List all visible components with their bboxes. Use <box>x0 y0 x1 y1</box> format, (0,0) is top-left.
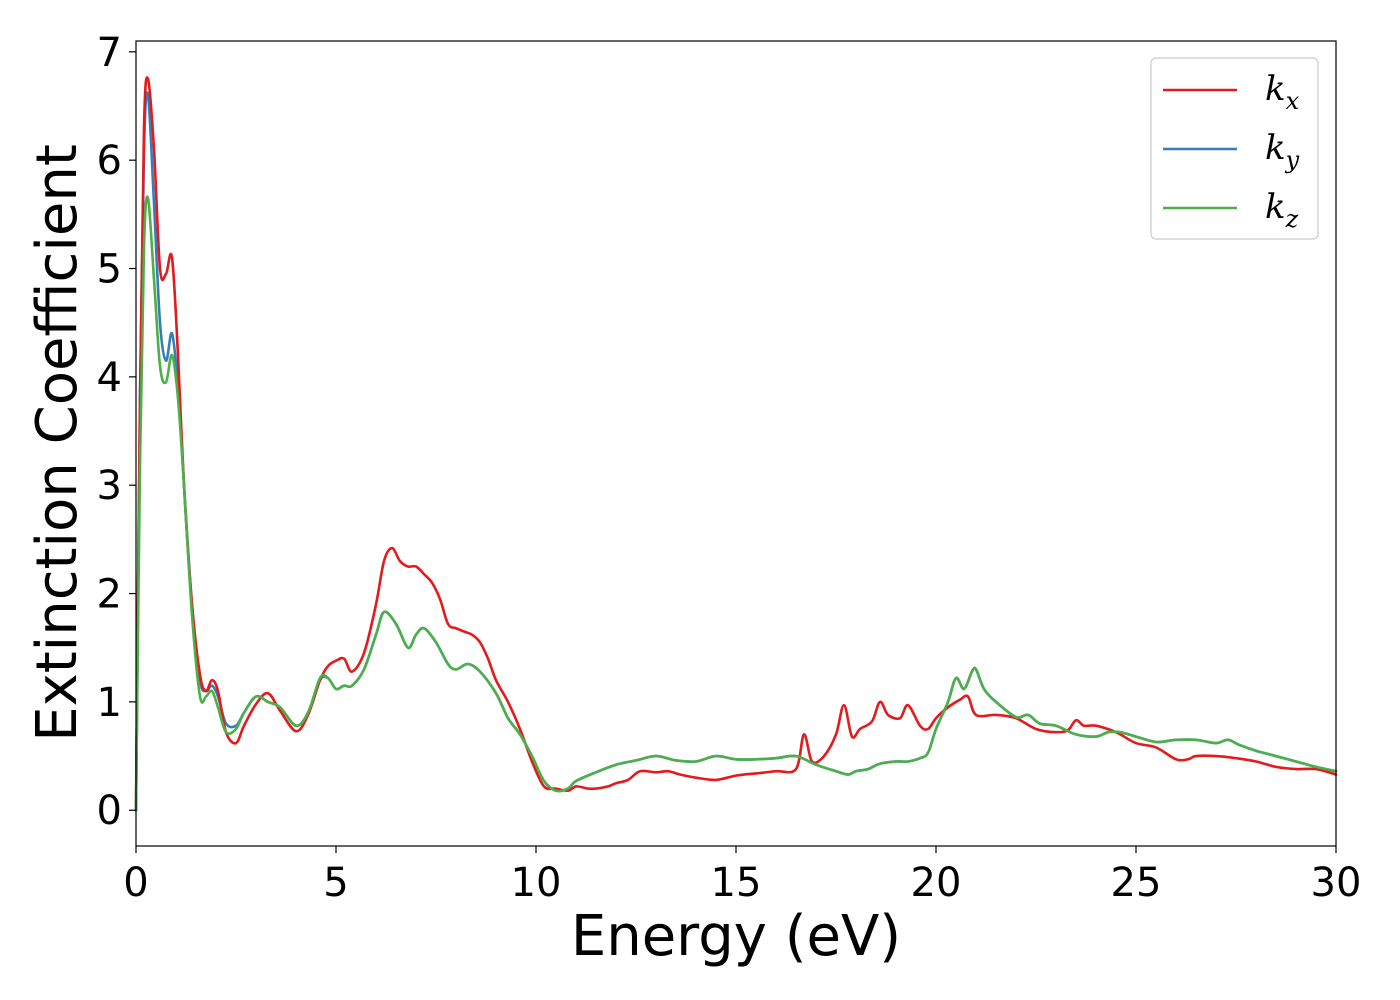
x-axis-ticks: 0 5 10 15 20 25 30 <box>123 846 1361 906</box>
y-tick-label: 6 <box>97 138 122 184</box>
x-tick-label: 20 <box>911 860 962 906</box>
y-axis-label: Extinction Coefficient <box>25 144 90 742</box>
y-tick-label: 2 <box>97 572 122 618</box>
legend-label-y: ky <box>1265 128 1300 174</box>
legend-label-x: kx <box>1265 69 1300 115</box>
x-tick-label: 30 <box>1311 860 1362 906</box>
y-tick-label: 3 <box>97 463 122 509</box>
series-line-x <box>134 76 1338 812</box>
legend: kx ky kz <box>1150 57 1319 240</box>
x-axis-label: Energy (eV) <box>571 904 901 969</box>
series-lines <box>134 76 1338 812</box>
legend-label-z: kz <box>1265 187 1299 233</box>
x-tick-label: 5 <box>323 860 348 906</box>
x-tick-label: 0 <box>123 860 148 906</box>
x-tick-label: 10 <box>511 860 562 906</box>
series-line-z <box>134 195 1338 812</box>
y-tick-label: 0 <box>97 788 122 834</box>
y-tick-label: 4 <box>97 355 122 401</box>
y-tick-label: 7 <box>97 30 122 76</box>
x-tick-label: 15 <box>711 860 762 906</box>
y-axis-ticks: 0 1 2 3 4 5 6 7 <box>97 30 136 834</box>
y-tick-label: 5 <box>97 247 122 293</box>
y-tick-label: 1 <box>97 680 122 726</box>
x-tick-label: 25 <box>1111 860 1162 906</box>
